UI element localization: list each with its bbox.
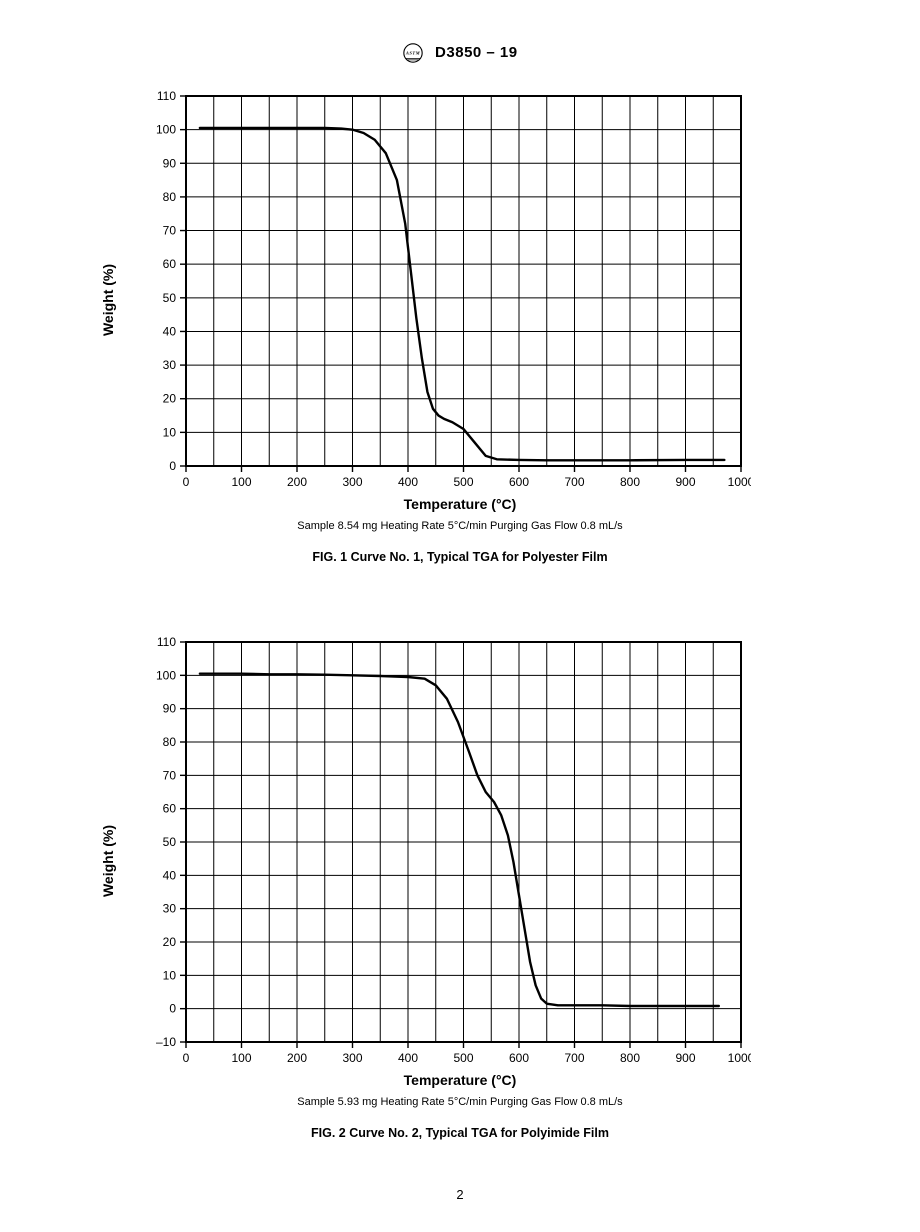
fig1-caption: FIG. 1 Curve No. 1, Typical TGA for Poly… xyxy=(140,550,780,564)
svg-text:800: 800 xyxy=(620,475,640,489)
svg-text:90: 90 xyxy=(163,156,177,170)
svg-text:400: 400 xyxy=(398,1051,418,1065)
figure-2-chart: Weight (%) 01002003004005006007008009001… xyxy=(140,634,780,1088)
svg-text:100: 100 xyxy=(231,1051,251,1065)
svg-text:70: 70 xyxy=(163,224,177,238)
fig1-subcaption: Sample 8.54 mg Heating Rate 5°C/min Purg… xyxy=(140,520,780,532)
svg-text:50: 50 xyxy=(163,835,177,849)
svg-text:60: 60 xyxy=(163,257,177,271)
svg-text:20: 20 xyxy=(163,392,177,406)
fig1-xlabel: Temperature (°C) xyxy=(140,496,780,512)
svg-text:100: 100 xyxy=(231,475,251,489)
fig2-xlabel: Temperature (°C) xyxy=(140,1072,780,1088)
svg-text:50: 50 xyxy=(163,291,177,305)
page-number: 2 xyxy=(0,1187,920,1202)
svg-text:300: 300 xyxy=(342,475,362,489)
svg-text:0: 0 xyxy=(183,1051,190,1065)
figure-1: Weight (%) 01002003004005006007008009001… xyxy=(140,88,780,564)
svg-text:60: 60 xyxy=(163,802,177,816)
svg-text:100: 100 xyxy=(156,668,176,682)
svg-text:500: 500 xyxy=(453,1051,473,1065)
page-header: ASTM D3850 – 19 xyxy=(0,0,920,64)
svg-text:900: 900 xyxy=(675,1051,695,1065)
svg-text:0: 0 xyxy=(183,475,190,489)
svg-text:800: 800 xyxy=(620,1051,640,1065)
svg-text:400: 400 xyxy=(398,475,418,489)
fig1-ylabel: Weight (%) xyxy=(100,264,116,336)
designation-text: D3850 – 19 xyxy=(435,44,518,61)
svg-text:700: 700 xyxy=(564,1051,584,1065)
svg-text:10: 10 xyxy=(163,425,177,439)
svg-text:110: 110 xyxy=(157,635,176,649)
svg-text:40: 40 xyxy=(163,324,177,338)
figure-1-chart: Weight (%) 01002003004005006007008009001… xyxy=(140,88,780,512)
svg-text:500: 500 xyxy=(453,475,473,489)
fig2-svg: 0 100 200 300 400 500 600 700 800 900 1000 –10 0 10 20… xyxy=(140,634,751,1070)
astm-logo-icon: ASTM xyxy=(402,42,424,64)
svg-text:70: 70 xyxy=(163,768,177,782)
svg-text:0: 0 xyxy=(169,459,176,473)
fig2-ylabel: Weight (%) xyxy=(100,825,116,897)
svg-text:30: 30 xyxy=(163,902,177,916)
svg-text:20: 20 xyxy=(163,935,177,949)
fig1-svg: 0 100 200 300 400 500 600 700 800 900 1000 0 10 20 30 4… xyxy=(140,88,751,494)
svg-text:110: 110 xyxy=(157,89,176,103)
svg-text:80: 80 xyxy=(163,190,177,204)
svg-text:90: 90 xyxy=(163,702,177,716)
svg-text:0: 0 xyxy=(169,1002,176,1016)
svg-text:200: 200 xyxy=(287,475,307,489)
svg-text:100: 100 xyxy=(156,123,176,137)
svg-text:30: 30 xyxy=(163,358,177,372)
svg-text:600: 600 xyxy=(509,475,529,489)
svg-text:600: 600 xyxy=(509,1051,529,1065)
svg-text:80: 80 xyxy=(163,735,177,749)
figure-2: Weight (%) 01002003004005006007008009001… xyxy=(140,634,780,1140)
svg-text:900: 900 xyxy=(675,475,695,489)
svg-text:1000: 1000 xyxy=(728,1051,751,1065)
svg-text:1000: 1000 xyxy=(728,475,751,489)
svg-text:700: 700 xyxy=(564,475,584,489)
svg-text:300: 300 xyxy=(342,1051,362,1065)
svg-text:ASTM: ASTM xyxy=(405,51,421,56)
svg-text:200: 200 xyxy=(287,1051,307,1065)
fig2-caption: FIG. 2 Curve No. 2, Typical TGA for Poly… xyxy=(140,1126,780,1140)
fig2-subcaption: Sample 5.93 mg Heating Rate 5°C/min Purg… xyxy=(140,1096,780,1108)
svg-text:10: 10 xyxy=(163,968,177,982)
svg-text:40: 40 xyxy=(163,868,177,882)
svg-text:–10: –10 xyxy=(156,1035,176,1049)
